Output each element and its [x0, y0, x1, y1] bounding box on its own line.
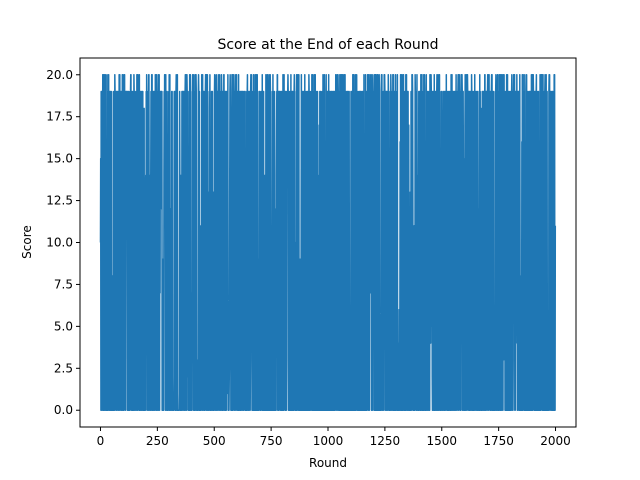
x-tick-label: 1250	[370, 434, 401, 448]
x-tick-label: 750	[260, 434, 283, 448]
y-axis-label: Score	[20, 225, 34, 259]
y-tick-label: 15.0	[46, 152, 73, 166]
x-tick-label: 250	[146, 434, 169, 448]
y-tick-label: 7.5	[54, 277, 73, 291]
y-tick-label: 5.0	[54, 319, 73, 333]
y-tick-label: 12.5	[46, 194, 73, 208]
y-tick-label: 17.5	[46, 110, 73, 124]
y-tick-label: 10.0	[46, 236, 73, 250]
x-tick-label: 1000	[313, 434, 344, 448]
series-layer	[99, 74, 557, 411]
x-tick-label: 1500	[426, 434, 457, 448]
x-axis-label: Round	[309, 456, 347, 470]
y-axis: 0.0 2.5 5.0 7.5 10.0 12.5 15.0 17.5 20.0	[46, 68, 80, 417]
x-tick-label: 1750	[483, 434, 514, 448]
y-tick-label: 20.0	[46, 68, 73, 82]
x-tick-label: 0	[97, 434, 105, 448]
y-tick-label: 2.5	[54, 361, 73, 375]
x-axis: 0 250 500 750 1000 1250 1500 1750 2000	[97, 427, 571, 448]
x-tick-label: 2000	[540, 434, 571, 448]
score-series-line	[99, 74, 557, 411]
x-tick-label: 500	[203, 434, 226, 448]
y-tick-label: 0.0	[54, 403, 73, 417]
chart-title: Score at the End of each Round	[217, 37, 438, 53]
